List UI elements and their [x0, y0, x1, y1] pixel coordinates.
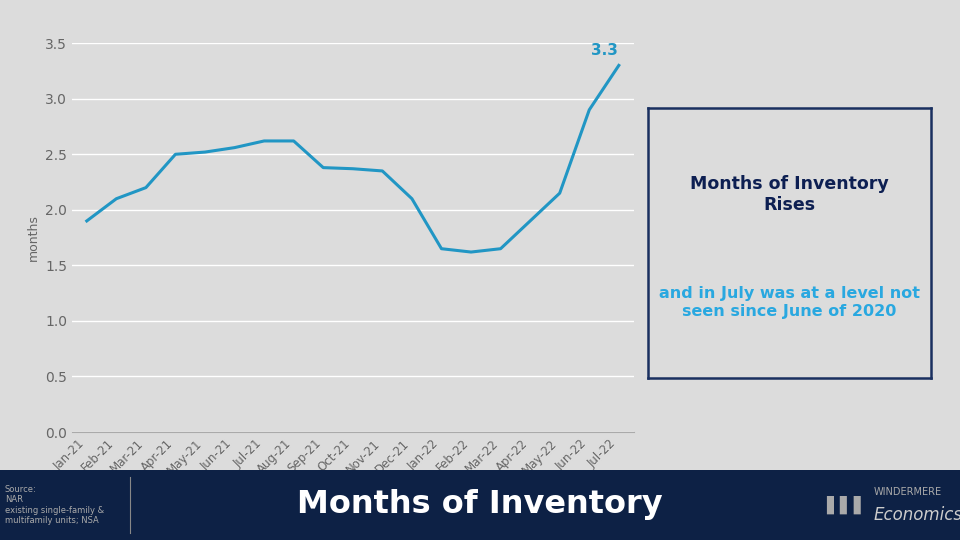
Text: Source:
NAR
existing single-family &
multifamily units; NSA: Source: NAR existing single-family & mul… — [5, 485, 104, 525]
Text: Months of Inventory
Rises: Months of Inventory Rises — [690, 175, 889, 214]
Text: 3.3: 3.3 — [590, 43, 617, 58]
Text: and in July was at a level not
seen since June of 2020: and in July was at a level not seen sinc… — [660, 286, 920, 319]
Y-axis label: months: months — [27, 214, 39, 261]
Text: Economics: Economics — [874, 507, 960, 524]
Text: Months of Inventory: Months of Inventory — [298, 489, 662, 521]
Text: ▐▐▐: ▐▐▐ — [819, 496, 861, 514]
Text: WINDERMERE: WINDERMERE — [874, 487, 942, 497]
